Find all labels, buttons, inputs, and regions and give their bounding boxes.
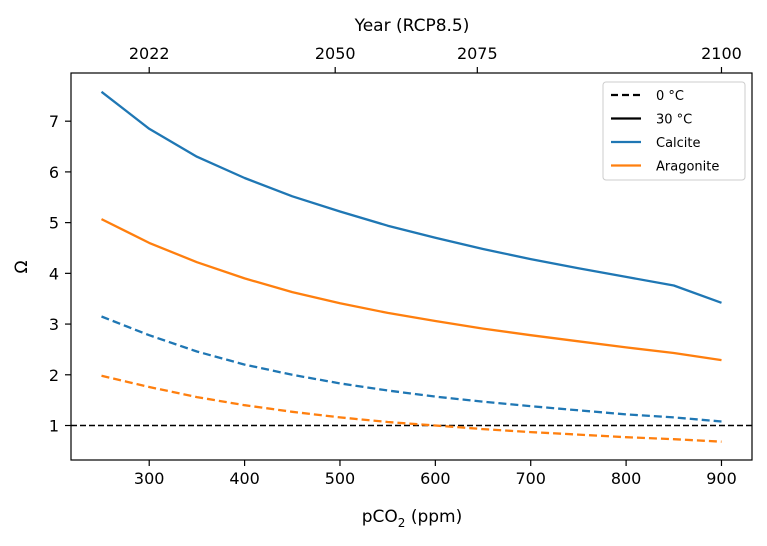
top-tick-label: 2050 [315,44,356,63]
y-tick-label: 4 [49,264,59,283]
x-tick-label: 800 [611,469,642,488]
series-line-aragonite-30c [100,218,722,362]
x-tick-label: 300 [134,469,165,488]
plot-area [71,90,752,443]
x-tick-label: 600 [420,469,451,488]
x-tick-label: 700 [515,469,546,488]
top-tick-label: 2022 [129,44,170,63]
x-axis-label: pCO2 (ppm) [362,507,463,530]
x-tick-label: 900 [706,469,737,488]
legend-box [602,81,746,181]
y-tick-label: 5 [49,214,59,233]
series-line-calcite-30c [100,90,722,304]
series-line-calcite-0c [101,315,722,423]
plot-frame [70,72,753,461]
x-axis-label-subscript: 2 [398,516,406,530]
top-tick-label: 2100 [701,44,742,63]
legend: 0 °C 30 °C Calcite Aragonite [602,81,746,181]
y-tick-label: 3 [49,315,59,334]
y-tick-label: 6 [49,163,59,182]
y-tick-label: 2 [49,366,59,385]
x-tick-label: 400 [229,469,260,488]
legend-label-1: 30 °C [656,113,692,128]
legend-label-3: Aragonite [656,160,719,175]
series-line-aragonite-0c [101,374,722,443]
x-axis-label-tail: (ppm) [405,507,462,527]
x-axis-label-main: pCO [362,507,398,527]
y-tick-label: 1 [49,417,59,436]
y-axis-label: Ω [12,261,32,274]
legend-label-0: 0 °C [656,89,684,104]
legend-label-2: Calcite [656,136,701,151]
x-tick-label: 500 [325,469,356,488]
y-tick-label: 7 [49,112,59,131]
top-axis-label: Year (RCP8.5) [354,16,470,36]
top-tick-label: 2075 [457,44,498,63]
axes: 300 400 500 600 700 800 900 1 2 3 4 5 6 7 2022 2050 2075… [49,44,753,488]
